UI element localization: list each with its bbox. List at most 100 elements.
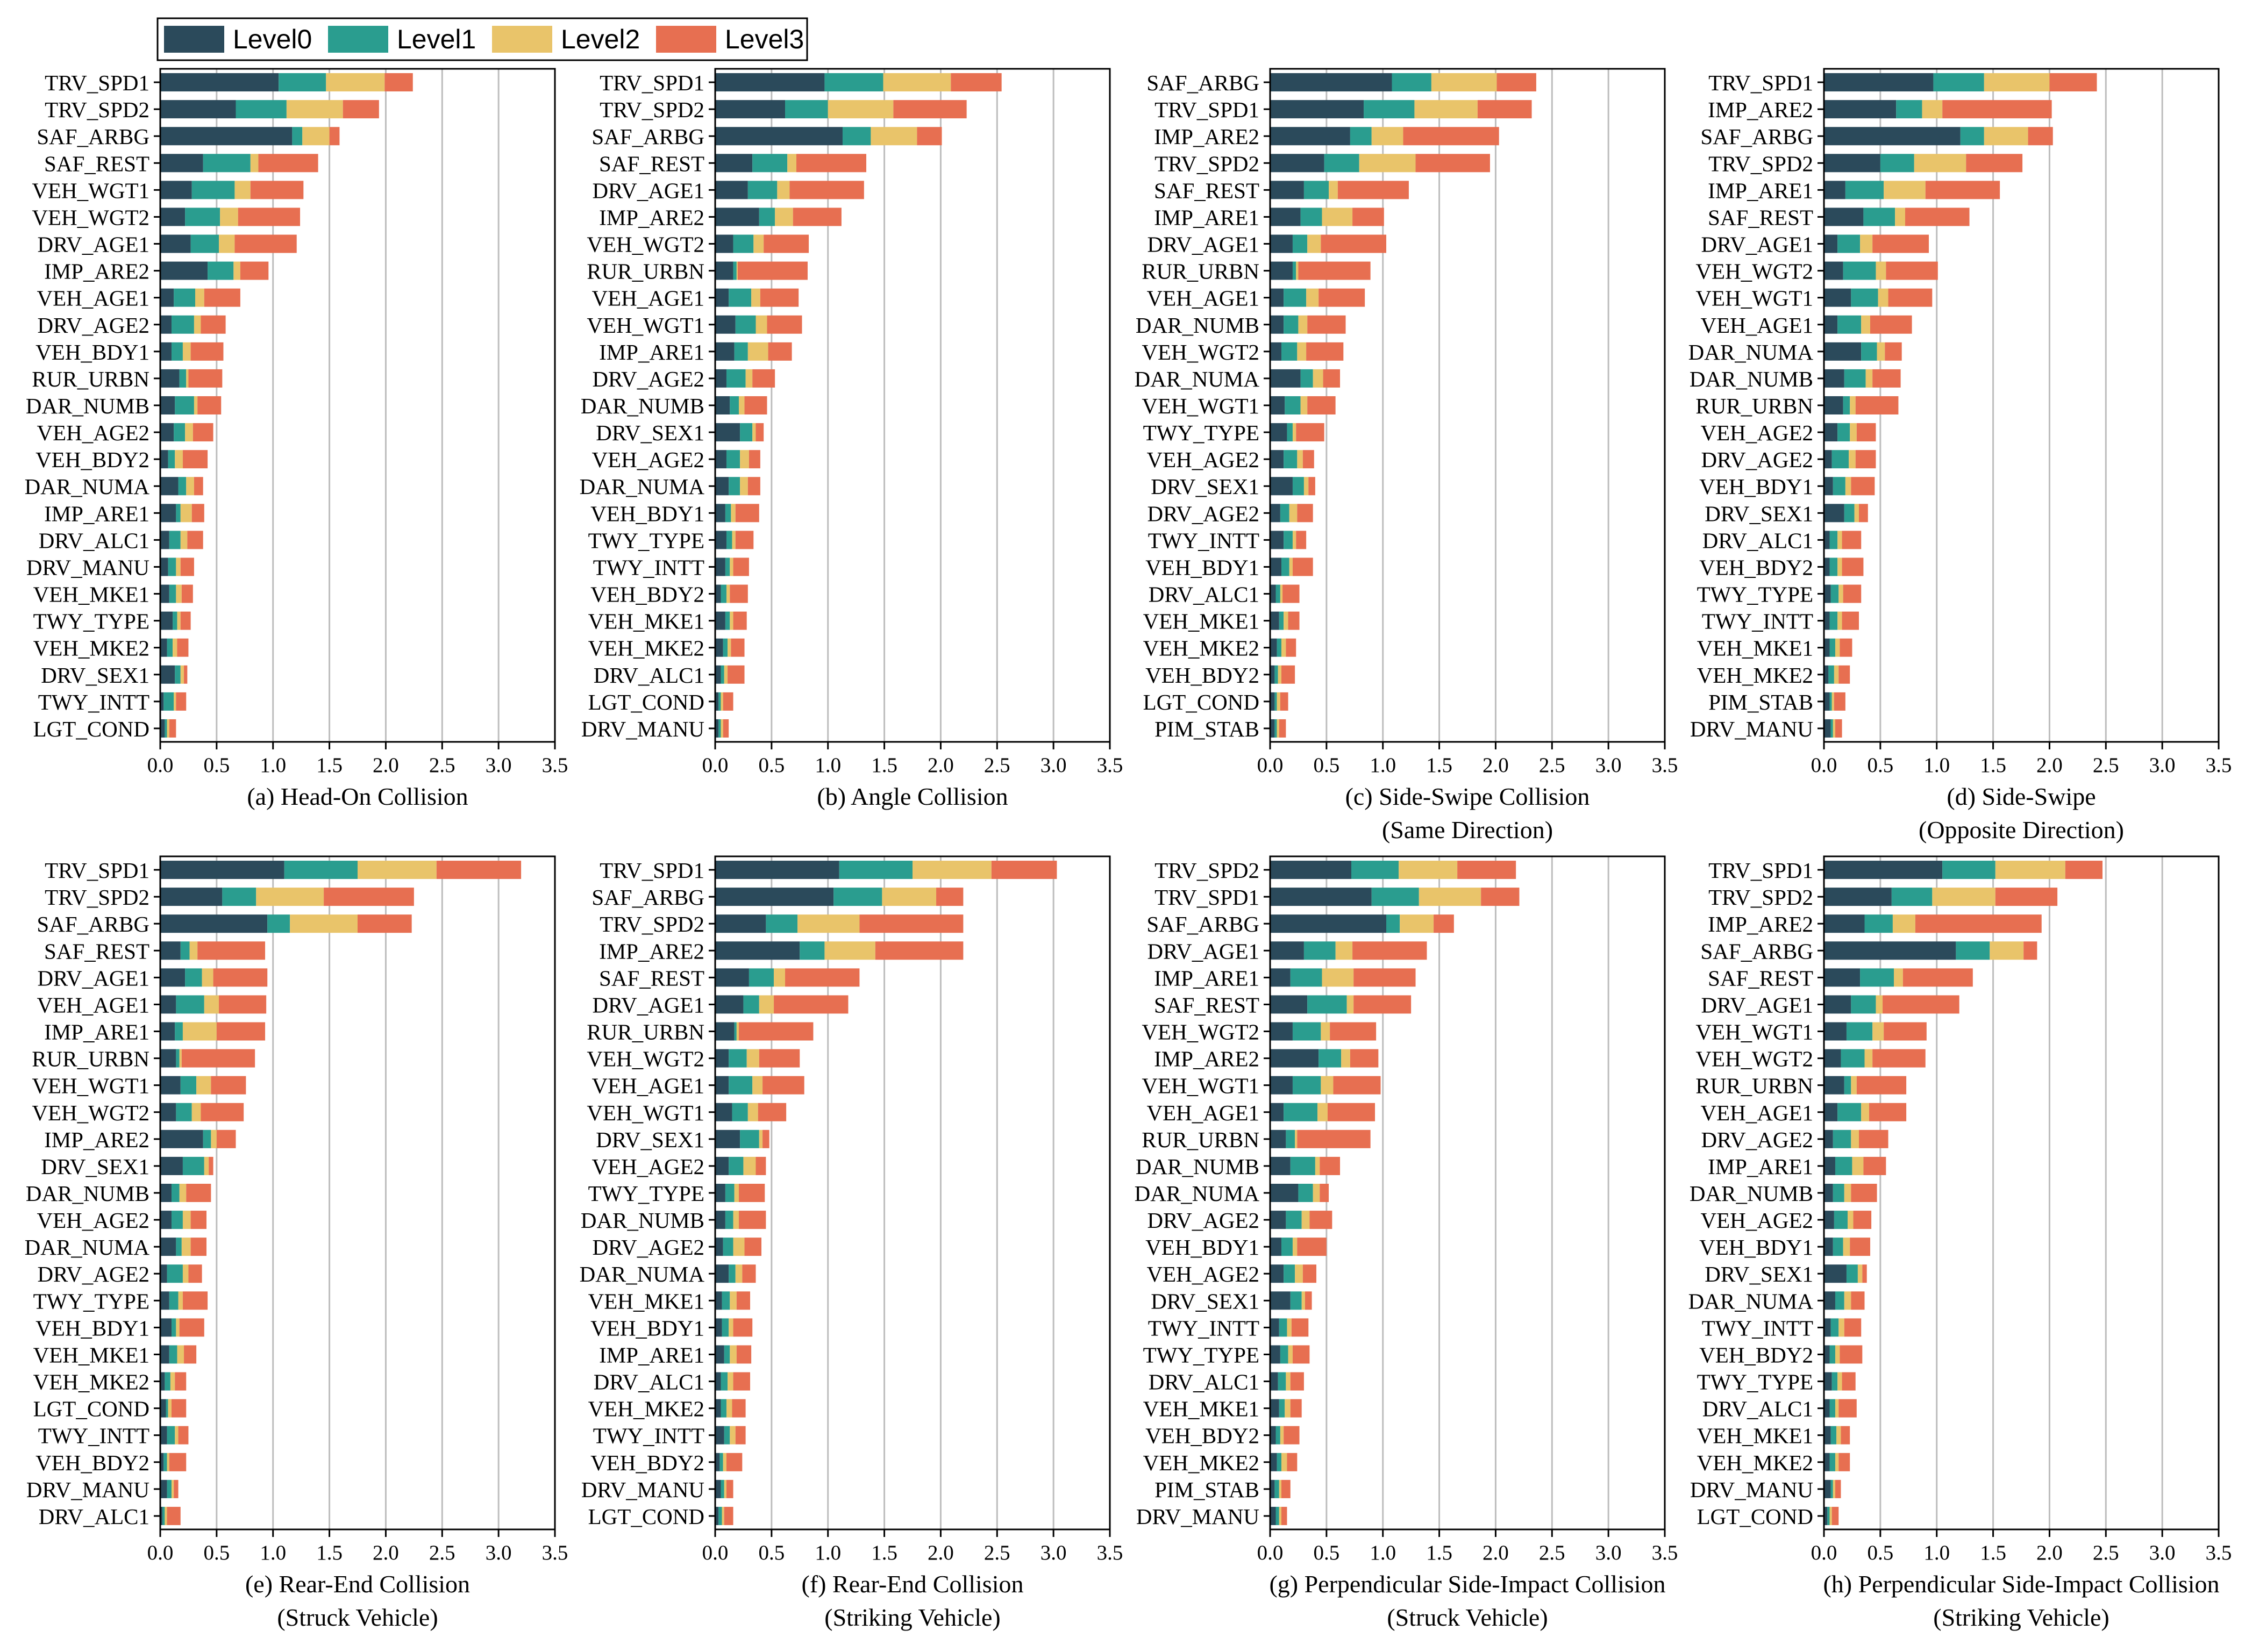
bar-segment-level3 — [1915, 914, 2042, 933]
bar-segment-level0 — [1824, 1022, 1847, 1041]
bar-segment-level3 — [1843, 584, 1862, 603]
bar-segment-level1 — [1364, 100, 1415, 119]
bar-segment-level3 — [169, 1453, 187, 1471]
bar-segment-level3 — [1297, 504, 1313, 523]
bar-segment-level1 — [725, 611, 730, 630]
bar-segment-level1 — [1960, 127, 1984, 146]
bar-segment-level2 — [1932, 888, 1995, 906]
category-label: RUR_URBN — [32, 1047, 149, 1071]
category-label: VEH_MKE2 — [33, 636, 149, 661]
bar-segment-level0 — [160, 995, 176, 1014]
bar-segment-level3 — [1856, 423, 1876, 442]
bar-segment-level1 — [178, 477, 187, 496]
bar-segment-level2 — [1322, 968, 1354, 987]
bar-segment-level1 — [724, 1426, 730, 1444]
bar-segment-level0 — [715, 1318, 722, 1337]
category-label: TRV_SPD2 — [600, 912, 704, 936]
bar-segment-level1 — [1833, 477, 1845, 496]
category-label: VEH_WGT1 — [32, 1074, 149, 1098]
x-tick-label: 0.0 — [1257, 754, 1284, 777]
bar-segment-level0 — [160, 1479, 167, 1498]
bar-segment-level0 — [1824, 557, 1830, 576]
bar-segment-level0 — [1270, 208, 1301, 226]
bar-segment-level1 — [842, 127, 871, 146]
category-label: VEH_MKE2 — [1697, 1450, 1813, 1475]
bar-segment-level3 — [182, 1291, 208, 1310]
bar-segment-level1 — [1286, 1129, 1295, 1148]
category-label: VEH_AGE2 — [37, 420, 149, 445]
bar-segment-level2 — [730, 1345, 737, 1364]
panel-caption: (b) Angle Collision — [817, 783, 1008, 810]
category-label: DAR_NUMB — [26, 1181, 149, 1206]
category-label: TRV_SPD1 — [45, 858, 149, 883]
bar-segment-level0 — [715, 315, 736, 334]
bar-segment-level2 — [1306, 288, 1319, 307]
bar-segment-level3 — [1942, 100, 2052, 119]
category-label: SAF_ARBG — [37, 912, 149, 936]
bar-segment-level1 — [1828, 665, 1834, 684]
category-label: TWY_TYPE — [588, 528, 704, 553]
bar-segment-level0 — [1270, 315, 1284, 334]
bar-segment-level0 — [160, 1129, 203, 1148]
plot-frame — [1269, 68, 1666, 743]
bar-segment-level1 — [721, 1479, 724, 1498]
bar-segment-level3 — [893, 100, 967, 119]
bar-segment-level1 — [1942, 861, 1995, 879]
bar-segment-level2 — [1884, 181, 1926, 199]
panel-c: SAF_ARBGTRV_SPD1IMP_ARE2TRV_SPD2SAF_REST… — [1135, 68, 1678, 843]
bar-segment-level1 — [759, 208, 775, 226]
bar-segment-level0 — [1270, 154, 1324, 173]
bar-segment-level2 — [1876, 261, 1886, 280]
bar-segment-level1 — [1281, 557, 1289, 576]
bar-segment-level1 — [726, 369, 746, 388]
category-label: VEH_BDY2 — [35, 447, 149, 472]
bar-segment-level0 — [160, 450, 168, 469]
category-label: DRV_MANU — [26, 555, 149, 580]
plot-frame — [714, 68, 1111, 743]
bar-segment-level2 — [1860, 234, 1873, 253]
bar-segment-level3 — [1869, 1103, 1907, 1121]
bar-segment-level0 — [1270, 968, 1291, 987]
category-label: SAF_ARBG — [591, 885, 704, 910]
category-label: DRV_AGE2 — [1147, 1208, 1259, 1233]
bar-segment-level0 — [160, 315, 172, 334]
bar-segment-level0 — [715, 861, 839, 879]
bar-segment-level3 — [1872, 234, 1929, 253]
category-label: VEH_AGE1 — [591, 1074, 704, 1098]
x-tick-label: 1.5 — [1426, 1541, 1452, 1564]
bar-segment-level0 — [715, 1156, 729, 1175]
bar-segment-level2 — [178, 1291, 183, 1310]
bar-segment-level2 — [756, 315, 767, 334]
panel-b: TRV_SPD1TRV_SPD2SAF_ARBGSAF_RESTDRV_AGE1… — [580, 68, 1123, 810]
bar-segment-level0 — [1824, 861, 1943, 879]
bar-segment-level2 — [185, 423, 193, 442]
bar-segment-level1 — [1290, 1291, 1302, 1310]
x-tick-label: 0.5 — [1313, 1541, 1339, 1564]
legend-label-level0: Level0 — [233, 24, 312, 54]
bar-segment-level3 — [917, 127, 942, 146]
bar-segment-level3 — [735, 504, 759, 523]
category-label: VEH_BDY1 — [1699, 474, 1813, 499]
bar-segment-level2 — [733, 1211, 739, 1229]
bar-segment-level1 — [1829, 531, 1838, 549]
x-tick-label: 0.5 — [758, 1541, 785, 1564]
bar-segment-level3 — [1883, 995, 1959, 1014]
bar-segment-level1 — [166, 1399, 168, 1418]
category-label: TRV_SPD1 — [1708, 858, 1813, 883]
bar-segment-level2 — [196, 1076, 211, 1095]
bar-segment-level1 — [1292, 261, 1296, 280]
bar-segment-level0 — [1270, 995, 1308, 1014]
category-label: VEH_AGE1 — [591, 286, 704, 311]
bar-segment-level1 — [1275, 1426, 1280, 1444]
bar-segment-level3 — [733, 1372, 751, 1391]
bar-segment-level1 — [1956, 941, 1990, 960]
bar-segment-level1 — [168, 450, 175, 469]
category-label: TRV_SPD1 — [45, 70, 149, 95]
bar-segment-level1 — [1830, 1426, 1837, 1444]
bar-segment-level2 — [1836, 1426, 1841, 1444]
category-label: VEH_BDY2 — [35, 1450, 149, 1475]
x-tick-label: 3.5 — [2206, 1541, 2232, 1564]
bar-segment-level0 — [160, 288, 174, 307]
bar-segment-level2 — [882, 888, 937, 906]
x-tick-label: 2.0 — [373, 754, 399, 777]
